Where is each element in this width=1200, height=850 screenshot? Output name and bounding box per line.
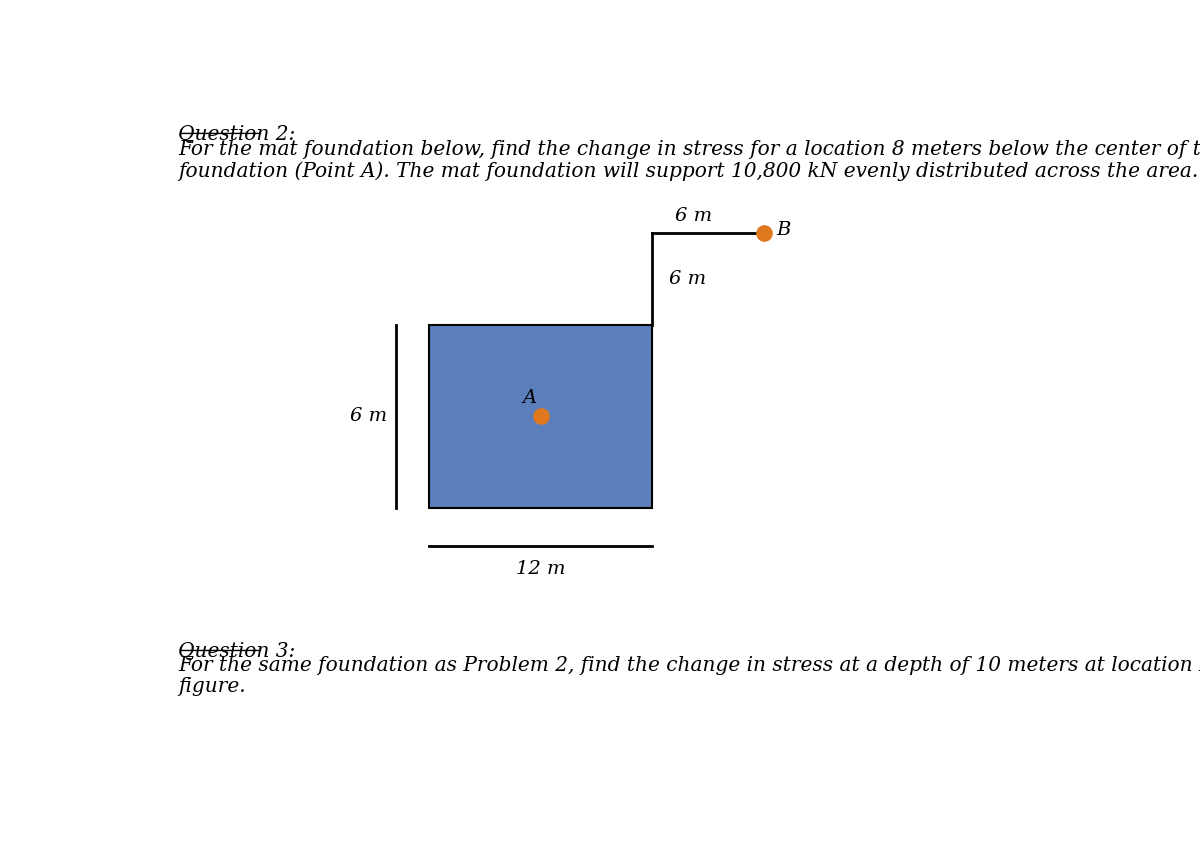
Text: 6 m: 6 m bbox=[676, 207, 713, 225]
Text: Question 3:: Question 3: bbox=[178, 642, 295, 661]
Text: foundation (Point A). The mat foundation will support 10,800 kN evenly distribut: foundation (Point A). The mat foundation… bbox=[178, 161, 1198, 180]
Text: 12 m: 12 m bbox=[516, 560, 565, 578]
Bar bbox=[430, 325, 653, 507]
Text: figure.: figure. bbox=[178, 677, 246, 696]
Text: For the same foundation as Problem 2, find the change in stress at a depth of 10: For the same foundation as Problem 2, fi… bbox=[178, 656, 1200, 676]
Text: A: A bbox=[522, 388, 536, 407]
Text: B: B bbox=[776, 221, 791, 240]
Text: Question 2:: Question 2: bbox=[178, 125, 295, 144]
Text: For the mat foundation below, find the change in stress for a location 8 meters : For the mat foundation below, find the c… bbox=[178, 140, 1200, 159]
Text: 6 m: 6 m bbox=[350, 407, 388, 425]
Text: 6 m: 6 m bbox=[668, 269, 706, 287]
